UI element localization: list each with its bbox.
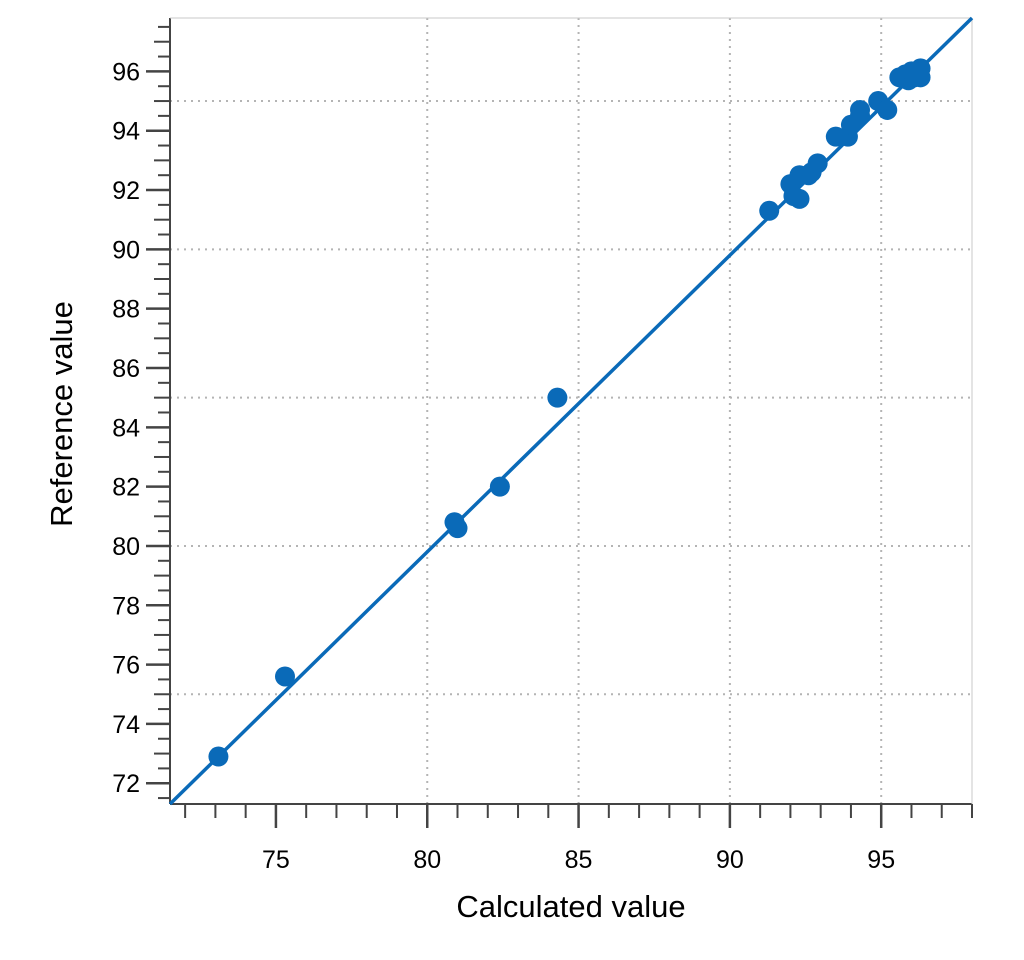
y-tick-label: 80 xyxy=(112,533,140,561)
data-point xyxy=(447,518,468,539)
y-tick-label: 78 xyxy=(112,592,140,620)
y-tick-label: 90 xyxy=(112,236,140,264)
fit-line xyxy=(168,16,974,806)
x-tick-label: 80 xyxy=(413,846,441,874)
x-axis-title: Calculated value xyxy=(456,889,685,924)
y-tick-label: 86 xyxy=(112,355,140,383)
data-point xyxy=(759,200,780,221)
y-axis-title: Reference value xyxy=(44,301,79,527)
data-point xyxy=(807,153,828,174)
y-tick-label: 84 xyxy=(112,414,140,442)
tick-labels: 75 80 85 90 95 72 74 76 78 80 82 84 86 88 90 92 94 96 xyxy=(112,58,895,874)
data-point xyxy=(850,105,871,126)
data-point xyxy=(910,67,931,88)
data-point xyxy=(275,666,296,687)
x-tick-label: 85 xyxy=(565,846,593,874)
data-points xyxy=(208,58,931,767)
y-tick-label: 96 xyxy=(112,58,140,86)
data-point xyxy=(489,476,510,497)
y-tick-label: 82 xyxy=(112,474,140,502)
y-tick-label: 76 xyxy=(112,652,140,680)
x-tick-label: 75 xyxy=(262,846,290,874)
data-point xyxy=(547,387,568,408)
data-point xyxy=(208,746,229,767)
data-point xyxy=(789,188,810,209)
data-point xyxy=(877,99,898,120)
y-tick-label: 72 xyxy=(112,770,140,798)
x-tick-label: 90 xyxy=(716,846,744,874)
plot-frame xyxy=(169,17,973,805)
y-tick-label: 74 xyxy=(112,711,140,739)
grid-lines xyxy=(170,18,972,804)
x-tick-label: 95 xyxy=(867,846,895,874)
y-tick-label: 92 xyxy=(112,177,140,205)
y-tick-label: 94 xyxy=(112,118,140,146)
axis-ticks xyxy=(146,25,973,828)
fit-line-group xyxy=(168,16,974,806)
y-tick-label: 88 xyxy=(112,296,140,324)
